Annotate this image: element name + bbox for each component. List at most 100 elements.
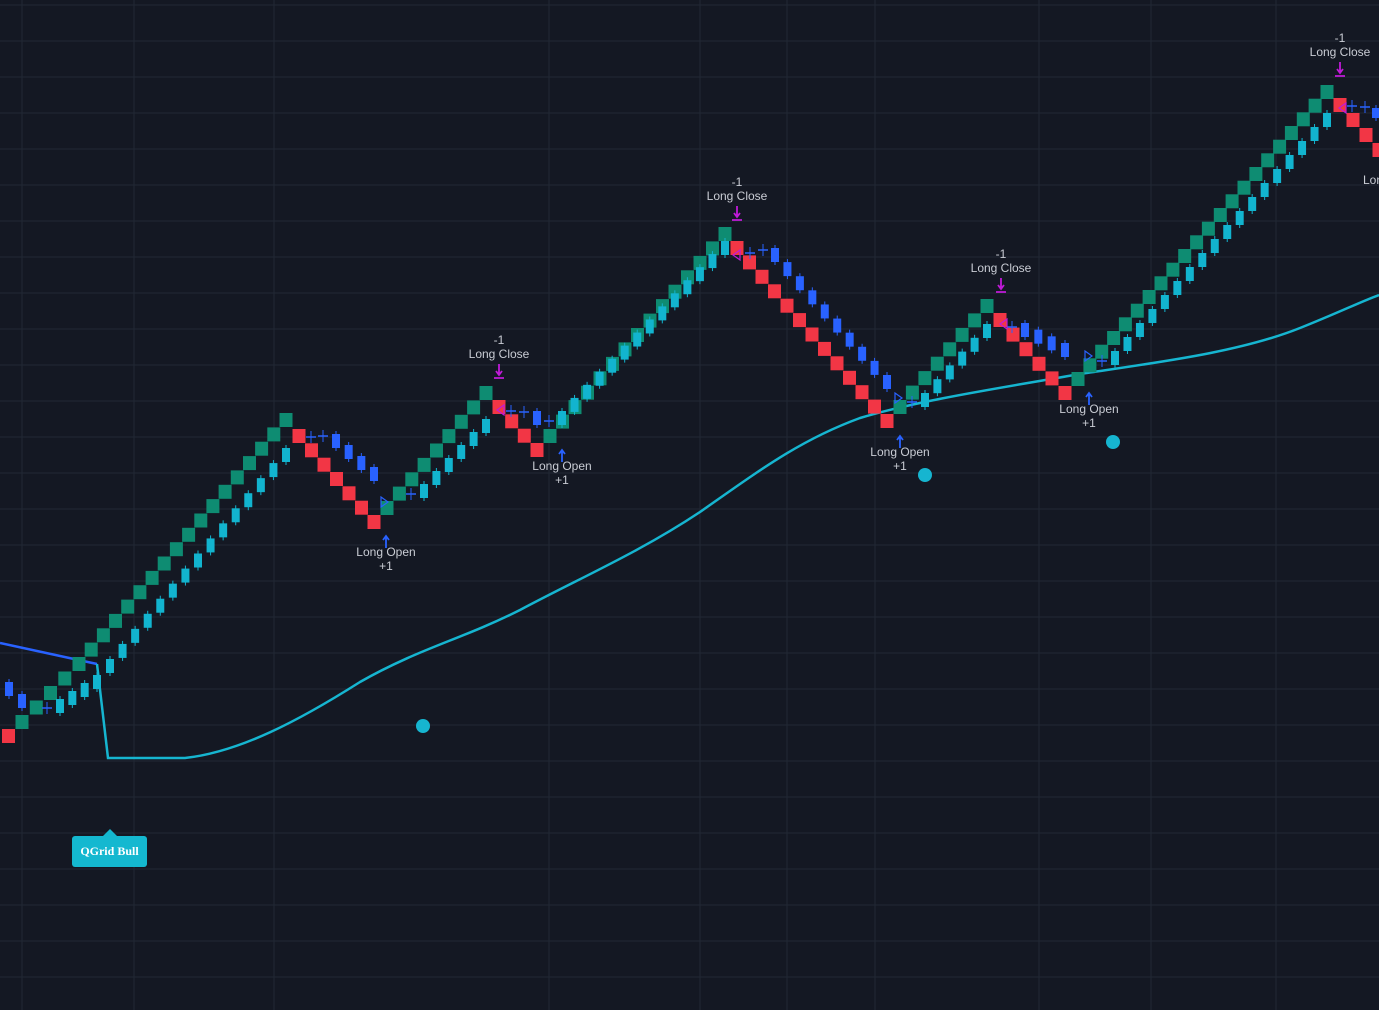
cyan-candle bbox=[583, 384, 592, 399]
cyan-candle bbox=[469, 432, 478, 446]
signal-label: Long Close bbox=[971, 261, 1032, 275]
renko-brick-down bbox=[743, 255, 756, 270]
renko-brick-up bbox=[1142, 290, 1156, 304]
renko-brick-up bbox=[1249, 167, 1263, 181]
cyan-candle bbox=[1285, 155, 1294, 169]
cyan-candle bbox=[131, 628, 140, 643]
renko-brick-up bbox=[279, 413, 293, 427]
blue-candle bbox=[357, 456, 366, 470]
renko-brick-up bbox=[243, 456, 256, 471]
cyan-candle bbox=[80, 683, 89, 697]
blue-candle bbox=[332, 434, 340, 448]
renko-brick-down bbox=[317, 457, 331, 472]
cyan-candle bbox=[708, 254, 717, 269]
blue-candle bbox=[1047, 336, 1056, 351]
renko-brick-up bbox=[157, 556, 171, 571]
renko-brick-up bbox=[1118, 317, 1132, 332]
renko-brick-up bbox=[1213, 208, 1227, 222]
renko-brick-down bbox=[1359, 128, 1373, 142]
renko-brick-up bbox=[1284, 126, 1298, 140]
cyan-candle bbox=[921, 393, 929, 407]
renko-brick-up bbox=[1178, 249, 1192, 263]
renko-brick-up bbox=[84, 642, 98, 657]
cyan-candle bbox=[670, 293, 679, 308]
cyan-candle bbox=[432, 471, 441, 485]
renko-brick-up bbox=[58, 671, 72, 686]
renko-brick-down bbox=[2, 729, 15, 743]
renko-brick-up bbox=[1296, 112, 1310, 127]
cyan-candle bbox=[658, 306, 667, 321]
reversal-marker-icon bbox=[1084, 349, 1094, 363]
reversal-marker-icon bbox=[894, 391, 904, 405]
cyan-candle bbox=[683, 280, 692, 295]
renko-brick-up bbox=[955, 327, 969, 342]
cyan-candle bbox=[620, 345, 629, 360]
renko-brick-down bbox=[505, 414, 519, 429]
renko-brick-down bbox=[292, 429, 306, 443]
signal-dot bbox=[416, 719, 430, 733]
signal-label: Long Open bbox=[1059, 402, 1118, 416]
renko-brick-up bbox=[1130, 303, 1144, 318]
cyan-candle bbox=[1160, 295, 1169, 309]
cyan-candle bbox=[1298, 141, 1307, 155]
cyan-candle bbox=[1273, 169, 1282, 183]
cyan-candle bbox=[444, 458, 453, 472]
renko-brick-down bbox=[1333, 98, 1347, 112]
renko-brick-up bbox=[29, 700, 43, 715]
renko-brick-up bbox=[145, 570, 159, 585]
blue-candle bbox=[1021, 323, 1029, 337]
cyan-candle bbox=[558, 411, 566, 425]
renko-brick-up bbox=[893, 400, 907, 414]
cyan-candle bbox=[68, 691, 77, 705]
cyan-trend-line bbox=[95, 293, 1379, 760]
open-arrow-icon bbox=[896, 434, 904, 448]
signal-qty-label: +1 bbox=[893, 459, 907, 473]
open-arrow-icon bbox=[382, 534, 390, 548]
renko-brick-up bbox=[133, 585, 147, 600]
renko-brick-up bbox=[718, 227, 732, 241]
signal-label: Long Open bbox=[870, 445, 929, 459]
cyan-candle bbox=[420, 484, 428, 498]
cyan-candle bbox=[143, 613, 152, 628]
renko-brick-down bbox=[1058, 386, 1072, 400]
cyan-candle bbox=[1248, 197, 1257, 211]
renko-brick-down bbox=[768, 284, 781, 299]
reversal-marker-icon bbox=[380, 495, 390, 509]
cyan-candle bbox=[457, 445, 466, 459]
renko-brick-down bbox=[793, 313, 806, 328]
cyan-candle bbox=[1235, 211, 1244, 225]
blue-candle bbox=[783, 262, 792, 277]
cyan-candle bbox=[1111, 351, 1119, 365]
close-arrow-icon bbox=[494, 364, 504, 379]
cyan-candle bbox=[695, 267, 704, 282]
blue-candle bbox=[1034, 329, 1043, 344]
renko-brick-up bbox=[1154, 276, 1168, 291]
renko-brick-up bbox=[1261, 153, 1275, 168]
cyan-candle bbox=[269, 463, 278, 478]
cyan-candle bbox=[633, 332, 642, 347]
signal-qty-label: -1 bbox=[494, 333, 505, 347]
renko-brick-down bbox=[830, 356, 844, 371]
renko-brick-up bbox=[44, 686, 57, 700]
open-arrow-icon bbox=[558, 448, 566, 462]
renko-brick-down bbox=[517, 428, 531, 443]
blue-candle bbox=[808, 290, 817, 305]
cyan-candle bbox=[1185, 267, 1194, 281]
cyan-candle bbox=[1123, 337, 1132, 351]
signal-label: Long Close bbox=[707, 189, 768, 203]
cyan-candle bbox=[1135, 323, 1144, 337]
renko-brick-up bbox=[392, 486, 406, 501]
cyan-candle bbox=[56, 699, 64, 713]
renko-brick-up bbox=[169, 542, 183, 557]
renko-brick-up bbox=[1225, 194, 1239, 209]
renko-brick-up bbox=[417, 457, 431, 472]
renko-brick-down bbox=[880, 414, 894, 428]
renko-brick-down bbox=[1032, 356, 1046, 371]
blue-candle bbox=[1061, 343, 1069, 357]
renko-brick-down bbox=[730, 241, 744, 255]
renko-brick-up bbox=[1166, 262, 1180, 277]
qgrid-bull-label: QGrid Bull bbox=[80, 844, 139, 858]
renko-brick-up bbox=[121, 599, 135, 614]
